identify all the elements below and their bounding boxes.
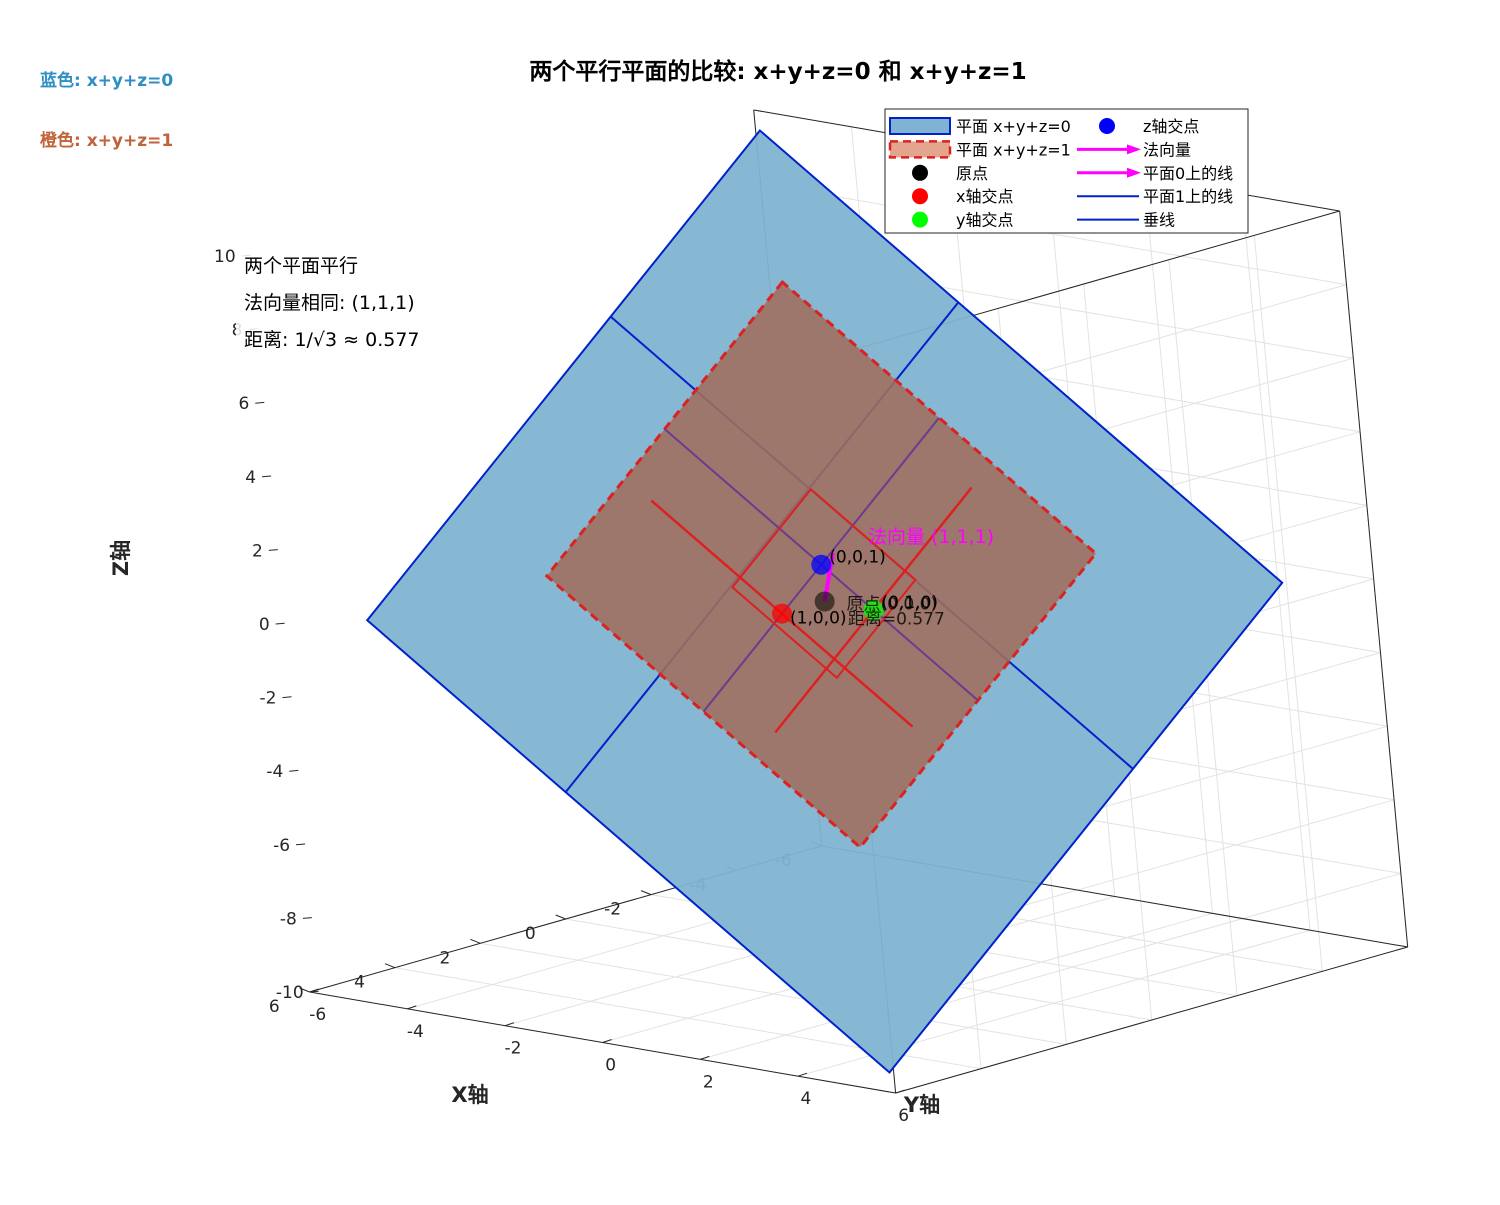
z-tick — [289, 769, 299, 772]
z-tick — [296, 843, 306, 846]
plane-annotation: 距离=0.577 — [848, 609, 945, 629]
y-tick-label: -4 — [407, 1022, 424, 1042]
x-tick-label: 6 — [269, 997, 280, 1017]
z-tick-label: 4 — [245, 468, 256, 488]
y-tick — [309, 988, 319, 993]
axis-edge — [1339, 210, 1409, 948]
legend-swatch — [889, 117, 951, 135]
x-tick-label: 0 — [525, 924, 536, 944]
z-tick — [255, 401, 265, 404]
z-tick-label: -10 — [276, 983, 304, 1003]
y-tick — [407, 1005, 417, 1010]
z-tick-label: -6 — [273, 836, 290, 856]
legend-label: 垂线 — [1143, 211, 1175, 230]
legend[interactable]: 平面 x+y+z=0 平面 x+y+z=1 原点 x轴交点 y轴交点 z轴交点法向量平面0… — [884, 108, 1249, 234]
z-tick — [262, 475, 272, 478]
legend-label: y轴交点 — [956, 211, 1013, 230]
x-tick — [640, 890, 652, 896]
point-x轴交点 — [772, 603, 792, 624]
y-tick — [700, 1055, 710, 1060]
x-axis-label: X轴 — [451, 1083, 488, 1107]
z-tick — [302, 917, 312, 919]
z-tick-label: 2 — [252, 541, 263, 561]
y-axis-label: Y轴 — [903, 1093, 940, 1117]
legend-label: 平面0上的线 — [1143, 164, 1233, 183]
x-tick — [299, 987, 310, 993]
z-tick-label: -4 — [266, 762, 283, 782]
note-distance: 距离: 1/√3 ≈ 0.577 — [244, 329, 420, 351]
side-label-blue: 蓝色: x+y+z=0 — [40, 70, 173, 91]
legend-items: 平面 x+y+z=0 平面 x+y+z=1 原点 x轴交点 y轴交点 z轴交点法向量平面0… — [888, 117, 1233, 230]
x-tick-label: -2 — [604, 900, 621, 920]
point-z轴交点 — [811, 554, 832, 575]
legend-arrowhead — [1127, 144, 1141, 155]
legend-swatch — [888, 140, 952, 159]
z-tick — [268, 549, 278, 551]
y-tick-label: 2 — [703, 1072, 714, 1092]
y-tick-label: -6 — [309, 1005, 326, 1025]
chart-title: 两个平行平面的比较: x+y+z=0 和 x+y+z=1 — [529, 58, 1026, 85]
notes-background — [236, 250, 436, 354]
y-tick-label: 4 — [801, 1089, 812, 1109]
x-tick — [470, 938, 481, 944]
x-tick-label: 2 — [440, 948, 451, 968]
y-tick — [797, 1072, 808, 1077]
notes: 两个平面平行 法向量相同: (1,1,1) 距离: 1/√3 ≈ 0.577 — [236, 250, 436, 354]
z-tick-label: 6 — [238, 394, 249, 414]
z-axis-label: Z轴 — [109, 540, 133, 576]
z-tick-label: 10 — [214, 247, 236, 267]
side-label-orange: 橙色: x+y+z=1 — [40, 130, 173, 151]
x-tick-label: 4 — [354, 973, 365, 993]
legend-label: x轴交点 — [956, 187, 1013, 206]
z-tick — [282, 696, 292, 699]
point-label-y轴交点: (0,1,0) — [882, 593, 939, 613]
z-tick-label: -8 — [280, 909, 297, 929]
legend-label: 平面 x+y+z=0 — [956, 117, 1071, 136]
x-tick — [384, 963, 396, 969]
z-tick-label: -2 — [260, 689, 277, 709]
note-normal: 法向量相同: (1,1,1) — [244, 292, 415, 314]
normal-vector-label: 法向量 (1,1,1) — [868, 526, 994, 548]
point-y轴交点 — [863, 599, 884, 620]
z-tick — [275, 622, 285, 625]
z-tick-label: 0 — [259, 615, 270, 635]
legend-arrowhead — [1127, 167, 1141, 178]
y-tick-label: 0 — [605, 1056, 616, 1076]
legend-label: 平面 x+y+z=1 — [956, 140, 1071, 159]
note-parallel: 两个平面平行 — [244, 255, 358, 277]
legend-label: 法向量 — [1143, 140, 1191, 159]
axis-edge — [895, 946, 1408, 1094]
legend-marker — [912, 211, 928, 228]
legend-label: z轴交点 — [1143, 117, 1199, 136]
x-tick — [555, 914, 566, 920]
point-原点 — [814, 591, 835, 612]
point-label-x轴交点: (1,0,0) — [790, 609, 847, 629]
legend-label: 原点 — [956, 164, 988, 183]
legend-marker — [912, 164, 928, 181]
data-marks: 法向量 (1,1,1) (1,0,0) (0,1,0) (0,0,1) 原点(0,0,0… — [772, 526, 994, 629]
y-tick — [895, 1089, 905, 1094]
y-tick-label: -2 — [505, 1039, 522, 1059]
plane-annotation: 原点(0,0,0) — [847, 595, 938, 615]
point-label-z轴交点: (0,0,1) — [829, 548, 886, 568]
plane1-red-rhombus — [731, 487, 917, 680]
y-tick-label: 6 — [898, 1106, 909, 1126]
legend-marker — [912, 188, 928, 205]
y-tick — [602, 1039, 612, 1043]
y-tick — [504, 1022, 515, 1027]
legend-label: 平面1上的线 — [1143, 187, 1233, 206]
legend-marker — [1099, 118, 1115, 134]
